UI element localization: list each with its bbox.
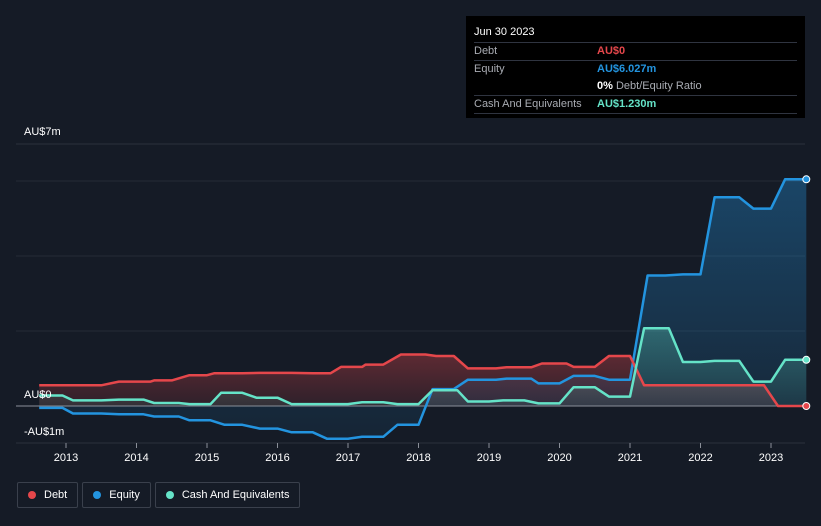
x-tick-label: 2021 (618, 452, 642, 464)
tooltip-row-equity: Equity AU$6.027m (474, 60, 797, 78)
x-tick-label: 2014 (124, 452, 148, 464)
series-end-markers (802, 175, 811, 410)
tooltip-row-ratio: 0% Debt/Equity Ratio (474, 78, 797, 95)
tooltip-label: Equity (474, 63, 505, 75)
legend-item-equity[interactable]: Equity (82, 482, 151, 508)
y-axis-bottom-label: -AU$1m (24, 426, 64, 438)
equity-area (39, 179, 807, 439)
cash-and-equivalents-end-point (802, 355, 811, 364)
x-tick-label: 2016 (265, 452, 289, 464)
equity-line (39, 178, 807, 440)
x-tick-label: 2019 (477, 452, 501, 464)
legend-item-debt[interactable]: Debt (17, 482, 79, 508)
equity-end-point (802, 175, 811, 184)
legend-label: Cash And Equivalents (181, 489, 290, 501)
debt-end-point (802, 402, 811, 410)
tooltip-value: AU$1.230m (597, 98, 657, 110)
debt-dot-icon (28, 491, 36, 499)
x-tick-label: 2015 (195, 452, 219, 464)
x-tick-label: 2018 (406, 452, 430, 464)
tooltip-value: AU$6.027m (597, 63, 657, 75)
tooltip-row-debt: Debt AU$0 (474, 42, 797, 60)
tooltip-date: Jun 30 2023 (474, 26, 535, 38)
legend-label: Debt (44, 489, 68, 501)
tooltip-label (474, 78, 597, 95)
cash-dot-icon (165, 491, 174, 499)
tooltip-value: AU$0 (597, 45, 626, 57)
x-axis-ticks: 2013 2014 2015 2016 2017 2018 2019 2020 2021 2022… (54, 443, 783, 464)
tooltip-sublabel: Debt/Equity Ratio (615, 80, 702, 92)
legend-item-cash[interactable]: Cash And Equivalents (154, 482, 301, 508)
chart-legend: Debt Equity Cash And Equivalents (17, 482, 301, 508)
x-tick-label: 2020 (547, 452, 571, 464)
y-axis-zero-label: AU$0 (24, 389, 52, 401)
equity-dot-icon (93, 491, 102, 499)
legend-label: Equity (109, 489, 140, 501)
x-tick-label: 2022 (688, 452, 712, 464)
data-tooltip: Jun 30 2023 Debt AU$0 Equity AU$6.027m 0… (466, 16, 805, 118)
cash-and-equivalents-line (39, 326, 807, 406)
tooltip-label: Cash And Equivalents (474, 98, 582, 110)
y-axis-top-label: AU$7m (24, 126, 61, 138)
tooltip-label: Debt (474, 45, 498, 57)
x-tick-label: 2023 (759, 452, 783, 464)
debt-line (39, 353, 807, 408)
tooltip-row-cash: Cash And Equivalents AU$1.230m (474, 95, 797, 114)
tooltip-value: 0% (597, 80, 613, 92)
x-tick-label: 2017 (336, 452, 360, 464)
series-lines (16, 178, 807, 440)
x-tick-label: 2013 (54, 452, 78, 464)
cash-and-equivalents-area (39, 328, 807, 406)
